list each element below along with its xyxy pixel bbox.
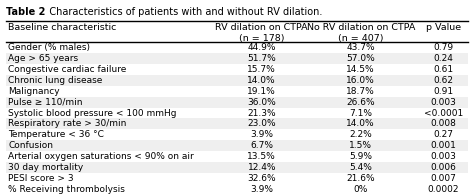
Bar xyxy=(6,119,468,129)
Text: p Value: p Value xyxy=(426,23,461,32)
Text: Chronic lung disease: Chronic lung disease xyxy=(9,75,103,85)
Text: 57.0%: 57.0% xyxy=(346,54,375,63)
Text: Systolic blood pressure < 100 mmHg: Systolic blood pressure < 100 mmHg xyxy=(9,108,177,118)
Text: 12.4%: 12.4% xyxy=(247,163,276,172)
Text: 0.62: 0.62 xyxy=(433,75,453,85)
Text: 0.27: 0.27 xyxy=(433,131,453,139)
Text: No RV dilation on CTPA
(n = 407): No RV dilation on CTPA (n = 407) xyxy=(307,23,415,43)
Text: 0.003: 0.003 xyxy=(430,98,456,107)
Bar xyxy=(6,107,468,119)
Text: 15.7%: 15.7% xyxy=(247,65,276,74)
Text: 0.003: 0.003 xyxy=(430,152,456,161)
Bar xyxy=(6,74,468,86)
Text: Characteristics of patients with and without RV dilation.: Characteristics of patients with and wit… xyxy=(40,7,322,17)
Text: 43.7%: 43.7% xyxy=(346,43,375,52)
Text: 26.6%: 26.6% xyxy=(346,98,375,107)
Text: 19.1%: 19.1% xyxy=(247,87,276,95)
Text: 0.008: 0.008 xyxy=(430,120,456,128)
Text: 3.9%: 3.9% xyxy=(250,185,273,194)
Text: Congestive cardiac failure: Congestive cardiac failure xyxy=(9,65,127,74)
Text: 0.001: 0.001 xyxy=(430,141,456,151)
Bar xyxy=(6,53,468,64)
Text: RV dilation on CTPA
(n = 178): RV dilation on CTPA (n = 178) xyxy=(215,23,308,43)
Text: % Receiving thrombolysis: % Receiving thrombolysis xyxy=(9,185,125,194)
Text: 44.9%: 44.9% xyxy=(247,43,276,52)
Bar xyxy=(6,162,468,173)
Text: 21.6%: 21.6% xyxy=(346,174,375,183)
Text: 0.91: 0.91 xyxy=(433,87,453,95)
Text: Age > 65 years: Age > 65 years xyxy=(9,54,79,63)
Text: Arterial oxygen saturations < 90% on air: Arterial oxygen saturations < 90% on air xyxy=(9,152,194,161)
Text: <0.0001: <0.0001 xyxy=(424,108,463,118)
Bar xyxy=(6,140,468,152)
Text: PESI score > 3: PESI score > 3 xyxy=(9,174,74,183)
Text: 0.61: 0.61 xyxy=(433,65,453,74)
Text: 5.4%: 5.4% xyxy=(349,163,372,172)
Text: Baseline characteristic: Baseline characteristic xyxy=(9,23,117,32)
Bar xyxy=(6,173,468,184)
Text: Temperature < 36 °C: Temperature < 36 °C xyxy=(9,131,104,139)
Text: 36.0%: 36.0% xyxy=(247,98,276,107)
Bar xyxy=(6,152,468,162)
Text: 7.1%: 7.1% xyxy=(349,108,372,118)
Text: 6.7%: 6.7% xyxy=(250,141,273,151)
Bar xyxy=(6,184,468,194)
Text: 21.3%: 21.3% xyxy=(247,108,276,118)
Bar xyxy=(6,129,468,140)
Text: 16.0%: 16.0% xyxy=(346,75,375,85)
Text: 23.0%: 23.0% xyxy=(247,120,276,128)
Bar xyxy=(6,64,468,74)
Text: 18.7%: 18.7% xyxy=(346,87,375,95)
Text: Confusion: Confusion xyxy=(9,141,54,151)
Text: 1.5%: 1.5% xyxy=(349,141,372,151)
Text: 0.006: 0.006 xyxy=(430,163,456,172)
Text: 0.79: 0.79 xyxy=(433,43,453,52)
Text: Malignancy: Malignancy xyxy=(9,87,60,95)
Text: 3.9%: 3.9% xyxy=(250,131,273,139)
Text: 0%: 0% xyxy=(354,185,368,194)
Text: Gender (% males): Gender (% males) xyxy=(9,43,91,52)
Text: 0.0002: 0.0002 xyxy=(428,185,459,194)
Text: Respiratory rate > 30/min: Respiratory rate > 30/min xyxy=(9,120,127,128)
Text: 14.0%: 14.0% xyxy=(247,75,276,85)
Bar xyxy=(6,97,468,107)
Text: 30 day mortality: 30 day mortality xyxy=(9,163,84,172)
Text: 51.7%: 51.7% xyxy=(247,54,276,63)
Text: 5.9%: 5.9% xyxy=(349,152,372,161)
Bar xyxy=(6,42,468,53)
Text: 32.6%: 32.6% xyxy=(247,174,276,183)
Text: 14.0%: 14.0% xyxy=(346,120,375,128)
Text: 0.007: 0.007 xyxy=(430,174,456,183)
Text: 2.2%: 2.2% xyxy=(349,131,372,139)
Bar xyxy=(6,86,468,97)
Text: 14.5%: 14.5% xyxy=(346,65,375,74)
Text: 13.5%: 13.5% xyxy=(247,152,276,161)
Text: Pulse ≥ 110/min: Pulse ≥ 110/min xyxy=(9,98,83,107)
Text: Table 2: Table 2 xyxy=(6,7,46,17)
Text: 0.24: 0.24 xyxy=(433,54,453,63)
